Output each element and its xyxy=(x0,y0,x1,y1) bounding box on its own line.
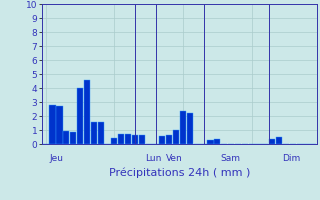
Text: Lun: Lun xyxy=(145,154,162,163)
Bar xyxy=(187,113,193,144)
Text: Précipitations 24h ( mm ): Précipitations 24h ( mm ) xyxy=(108,168,250,178)
Bar xyxy=(111,138,117,144)
Bar xyxy=(50,105,56,144)
Text: Dim: Dim xyxy=(283,154,301,163)
Bar xyxy=(139,135,145,144)
Bar xyxy=(56,106,62,144)
Bar xyxy=(91,122,97,144)
Bar xyxy=(77,88,83,144)
Bar xyxy=(98,122,104,144)
Bar xyxy=(269,139,275,144)
Bar xyxy=(207,140,213,144)
Bar xyxy=(132,135,138,144)
Bar xyxy=(63,131,69,144)
Bar xyxy=(159,136,165,144)
Bar xyxy=(118,134,124,144)
Bar xyxy=(166,135,172,144)
Bar xyxy=(173,130,179,144)
Bar xyxy=(214,139,220,144)
Bar xyxy=(125,134,131,144)
Bar xyxy=(276,137,282,144)
Bar xyxy=(84,80,90,144)
Text: Ven: Ven xyxy=(166,154,183,163)
Bar xyxy=(180,111,186,144)
Bar xyxy=(70,132,76,144)
Text: Sam: Sam xyxy=(221,154,241,163)
Text: Jeu: Jeu xyxy=(49,154,63,163)
